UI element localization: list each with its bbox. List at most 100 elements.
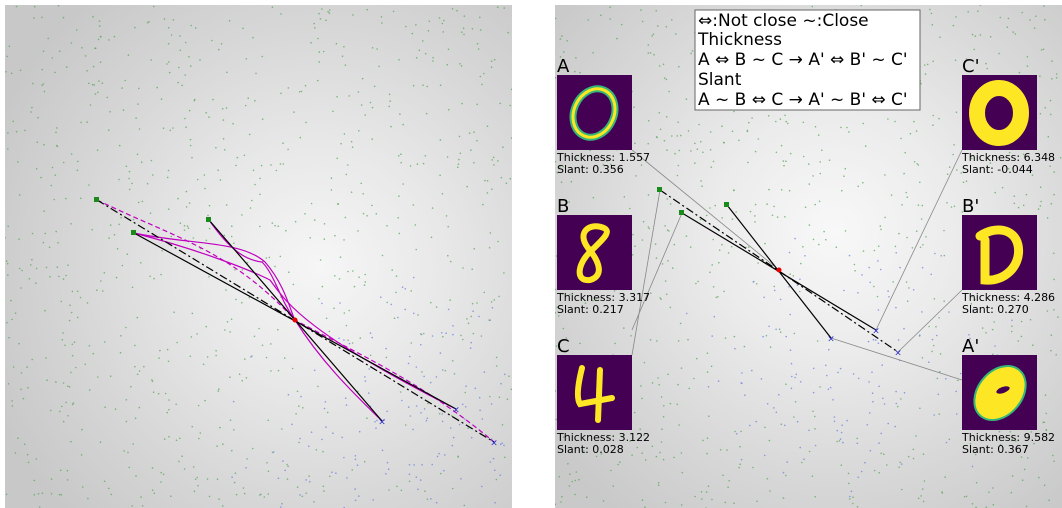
- embedding-dot: [244, 358, 246, 360]
- embedding-dot: [489, 247, 491, 249]
- embedding-dot: [1039, 75, 1041, 77]
- embedding-dot: [184, 468, 186, 470]
- embedding-dot: [262, 345, 264, 347]
- embedding-dot: [921, 218, 923, 220]
- embedding-dot: [711, 335, 713, 337]
- embedding-dot: [314, 370, 316, 372]
- embedding-dot: [702, 440, 704, 442]
- embedding-dot: [768, 115, 770, 117]
- end-point: ×: [894, 349, 902, 359]
- embedding-dot: [278, 370, 280, 372]
- embedding-dot: [270, 164, 272, 166]
- embedding-dot: [153, 391, 155, 393]
- embedding-dot: [393, 11, 395, 13]
- embedding-dot: [64, 345, 66, 347]
- embedding-dot: [555, 504, 557, 506]
- embedding-dot: [70, 372, 72, 374]
- embedding-dot: [427, 499, 429, 501]
- embedding-dot: [362, 78, 364, 80]
- embedding-dot: [361, 104, 363, 106]
- embedding-dot: [413, 204, 415, 206]
- embedding-dot: [666, 293, 668, 295]
- embedding-dot: [81, 47, 83, 49]
- embedding-dot: [43, 210, 45, 212]
- embedding-dot: [423, 163, 425, 165]
- embedding-dot: [836, 246, 838, 248]
- embedding-dot: [352, 14, 354, 16]
- embedding-dot: [354, 286, 356, 288]
- embedding-dot: [402, 124, 404, 126]
- sample-label: C': [962, 56, 980, 77]
- embedding-dot: [877, 296, 879, 298]
- embedding-dot: [739, 463, 741, 465]
- embedding-dot: [1053, 194, 1055, 196]
- embedding-dot: [657, 377, 659, 379]
- embedding-dot: [895, 391, 897, 393]
- embedding-dot: [650, 52, 652, 54]
- embedding-dot: [470, 347, 472, 349]
- embedding-dot: [571, 481, 573, 483]
- embedding-dot: [450, 261, 452, 263]
- embedding-dot: [985, 332, 987, 334]
- embedding-dot: [349, 343, 351, 345]
- embedding-dot: [956, 111, 958, 113]
- embedding-dot: [66, 66, 68, 68]
- embedding-dot: [955, 16, 957, 18]
- embedding-dot: [741, 383, 743, 385]
- embedding-dot: [869, 282, 871, 284]
- embedding-dot: [347, 271, 349, 273]
- embedding-dot: [916, 130, 918, 132]
- embedding-dot: [1047, 217, 1049, 219]
- embedding-dot: [740, 431, 742, 433]
- embedding-dot: [450, 427, 452, 429]
- embedding-dot: [932, 339, 934, 341]
- embedding-dot: [252, 448, 254, 450]
- digit-b-prime: [962, 215, 1037, 290]
- embedding-dot: [882, 398, 884, 400]
- embedding-dot: [120, 217, 122, 219]
- embedding-dot: [491, 159, 493, 161]
- embedding-dot: [482, 204, 484, 206]
- embedding-dot: [168, 409, 170, 411]
- embedding-dot: [142, 201, 144, 203]
- embedding-dot: [878, 342, 880, 344]
- embedding-dot: [791, 363, 793, 365]
- embedding-dot: [231, 319, 233, 321]
- embedding-dot: [293, 284, 295, 286]
- embedding-dot: [866, 424, 868, 426]
- embedding-dot: [99, 20, 101, 22]
- embedding-dot: [714, 205, 716, 207]
- embedding-dot: [334, 235, 336, 237]
- embedding-dot: [416, 405, 418, 407]
- embedding-dot: [496, 479, 498, 481]
- embedding-dot: [491, 403, 493, 405]
- embedding-dot: [663, 459, 665, 461]
- embedding-dot: [344, 133, 346, 135]
- embedding-dot: [1024, 469, 1026, 471]
- embedding-dot: [1044, 107, 1046, 109]
- embedding-dot: [222, 443, 224, 445]
- embedding-dot: [725, 502, 727, 504]
- embedding-dot: [44, 91, 46, 93]
- embedding-dot: [648, 226, 650, 228]
- embedding-dot: [1041, 49, 1043, 51]
- embedding-dot: [877, 260, 879, 262]
- embedding-dot: [783, 497, 785, 499]
- embedding-dot: [160, 274, 162, 276]
- embedding-dot: [169, 72, 171, 74]
- embedding-dot: [476, 140, 478, 142]
- embedding-dot: [425, 53, 427, 55]
- embedding-dot: [960, 373, 962, 375]
- embedding-dot: [115, 408, 117, 410]
- embedding-dot: [461, 103, 463, 105]
- embedding-dot: [321, 303, 323, 305]
- embedding-dot: [472, 303, 474, 305]
- embedding-dot: [278, 478, 280, 480]
- embedding-dot: [1040, 201, 1042, 203]
- embedding-dot: [9, 46, 11, 48]
- embedding-dot: [784, 115, 786, 117]
- embedding-dot: [372, 47, 374, 49]
- embedding-dot: [988, 492, 990, 494]
- embedding-dot: [764, 243, 766, 245]
- embedding-dot: [329, 476, 331, 478]
